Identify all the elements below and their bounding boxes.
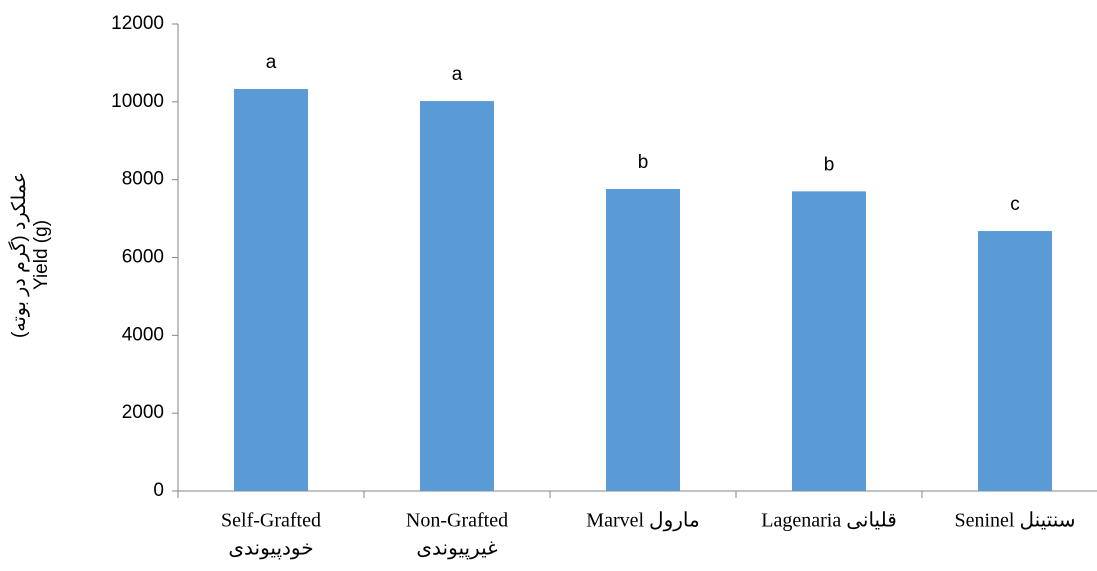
x-tick-label: Self-Grafted — [221, 510, 321, 532]
bar — [792, 191, 866, 491]
annotation: b — [824, 154, 835, 175]
y-tick-label: 4000 — [122, 324, 164, 345]
x-tick-label: Marvel مارول — [586, 510, 699, 532]
bar — [606, 189, 680, 492]
y-tick-label: 12000 — [111, 13, 164, 34]
bar — [234, 88, 308, 491]
x-tick-label: Lagenaria قلیانی — [761, 510, 897, 532]
y-tick-label: 0 — [153, 480, 164, 501]
y-tick-label: 10000 — [111, 91, 164, 112]
y-tick-label: 8000 — [122, 169, 164, 190]
x-tick-label: خودپیوندی — [228, 538, 313, 560]
x-tick-label: غیرپیوندی — [416, 538, 497, 560]
bar — [420, 101, 494, 492]
x-tick-label: Non-Grafted — [406, 510, 508, 532]
y-tick-label: 6000 — [122, 247, 164, 268]
y-axis-label-line: عملکرد (گرم در بوته) — [7, 172, 30, 338]
annotation: b — [638, 152, 649, 173]
annotation: a — [452, 64, 463, 85]
annotation: c — [1010, 194, 1020, 215]
y-axis-label-line: Yield (g) — [31, 220, 52, 290]
x-tick-label: Seninel سنتینل — [954, 510, 1075, 532]
annotation: a — [266, 52, 277, 73]
bar — [978, 231, 1052, 491]
y-axis-label: عملکرد (گرم در بوته) Yield (g) — [7, 172, 52, 338]
y-tick-label: 2000 — [122, 402, 164, 423]
